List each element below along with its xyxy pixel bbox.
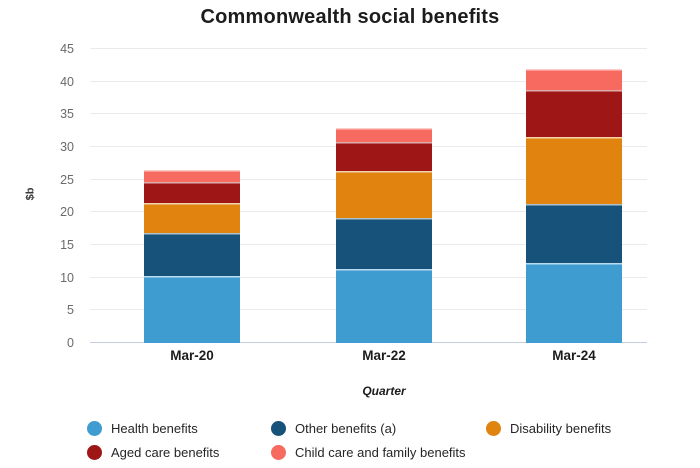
x-tick-label: Mar-24 <box>552 348 596 363</box>
y-tick-label: 5 <box>67 303 74 318</box>
bar-segment <box>144 169 240 182</box>
legend-item: Disability benefits <box>486 420 611 436</box>
y-tick-label: 25 <box>60 172 74 187</box>
chart-title: Commonwealth social benefits <box>200 6 500 28</box>
bar-segment <box>526 203 622 263</box>
legend-item: Aged care benefits <box>87 444 219 460</box>
legend-item: Other benefits (a) <box>271 420 396 436</box>
bar-segment <box>144 232 240 276</box>
legend-swatch <box>87 444 102 460</box>
bar-Mar-22 <box>336 49 432 343</box>
x-axis-label: Quarter <box>362 384 406 398</box>
gridline <box>90 113 647 115</box>
bar-Mar-24 <box>526 49 622 343</box>
y-tick-label: 45 <box>60 42 74 56</box>
y-tick-label: 35 <box>60 107 74 122</box>
y-tick-label: 30 <box>60 140 74 154</box>
y-tick-label: 20 <box>60 205 74 220</box>
legend-label: Disability benefits <box>510 420 612 436</box>
legend-label: Health benefits <box>111 420 198 436</box>
bar-segment <box>336 269 432 343</box>
bar-segment <box>526 89 622 137</box>
legend-swatch <box>486 420 501 436</box>
y-tick-label: 10 <box>60 270 74 285</box>
gridline <box>90 48 647 49</box>
legend-label: Child care and family benefits <box>295 444 466 460</box>
legend-swatch <box>271 420 286 436</box>
y-tick-label: 0 <box>67 336 74 350</box>
legend-swatch <box>271 444 286 460</box>
bar-segment <box>144 181 240 204</box>
legend-swatch <box>87 420 102 436</box>
bar-segment <box>336 141 432 171</box>
bar-segment <box>336 128 432 142</box>
plot-area <box>90 48 647 343</box>
legend-item: Child care and family benefits <box>271 444 466 460</box>
y-tick-label: 40 <box>60 74 74 89</box>
bar-segment <box>144 203 240 233</box>
bar-segment <box>526 68 622 90</box>
bar-segment <box>526 136 622 204</box>
bar-segment <box>336 170 432 218</box>
bar-segment <box>336 217 432 270</box>
legend-item: Health benefits <box>87 420 198 436</box>
x-tick-label: Mar-22 <box>362 348 406 363</box>
legend-label: Other benefits (a) <box>295 420 397 436</box>
bar-Mar-20 <box>144 49 240 343</box>
y-tick-label: 15 <box>60 238 74 252</box>
bar-segment <box>526 262 622 343</box>
y-axis-label: $b <box>24 187 37 201</box>
legend-label: Aged care benefits <box>111 444 220 460</box>
gridline <box>90 80 647 82</box>
x-tick-label: Mar-20 <box>170 348 214 363</box>
bar-segment <box>144 275 240 343</box>
